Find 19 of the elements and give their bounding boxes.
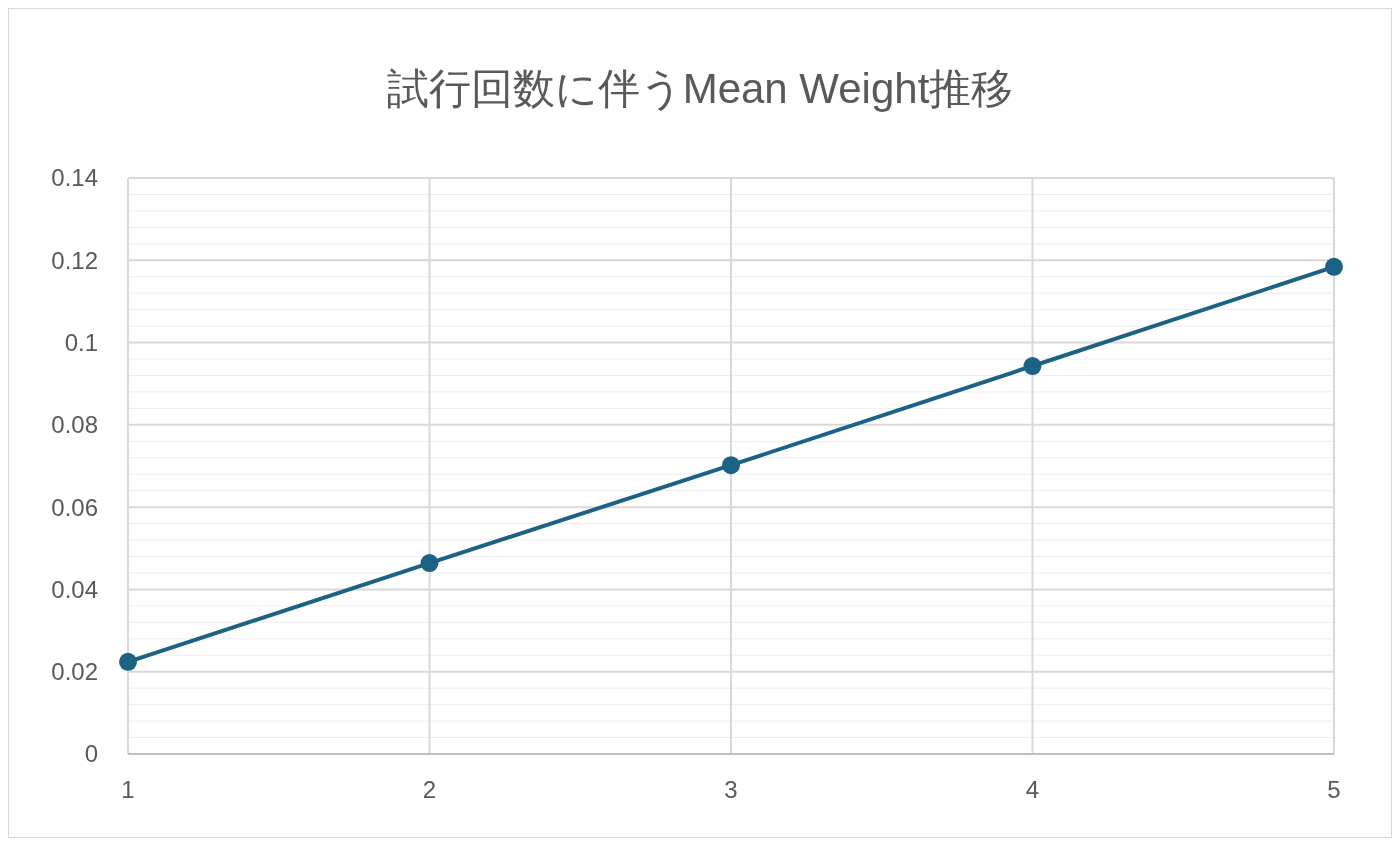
x-tick-label: 3 (724, 776, 738, 803)
y-tick-label: 0.12 (51, 246, 98, 274)
point (1023, 357, 1042, 376)
y-tick-label: 0.1 (64, 328, 98, 356)
x-tick-label: 2 (422, 776, 437, 803)
point (420, 554, 439, 573)
y-tick-label: 0 (84, 740, 98, 768)
x-tick-label: 1 (121, 776, 135, 803)
y-tick-label: 0.04 (51, 575, 98, 603)
point (119, 652, 137, 671)
y-tick-label: 0.14 (51, 164, 98, 192)
y-tick-label: 0.08 (51, 411, 98, 439)
point (1325, 257, 1343, 276)
y-tick-label: 0.06 (51, 493, 98, 521)
x-tick-label: 4 (1025, 776, 1040, 803)
chart-title: 試行回数に伴うMean Weight推移 (386, 65, 1014, 112)
point (722, 456, 740, 475)
x-tick-label: 5 (1327, 776, 1341, 803)
y-tick-label: 0.02 (51, 658, 98, 686)
